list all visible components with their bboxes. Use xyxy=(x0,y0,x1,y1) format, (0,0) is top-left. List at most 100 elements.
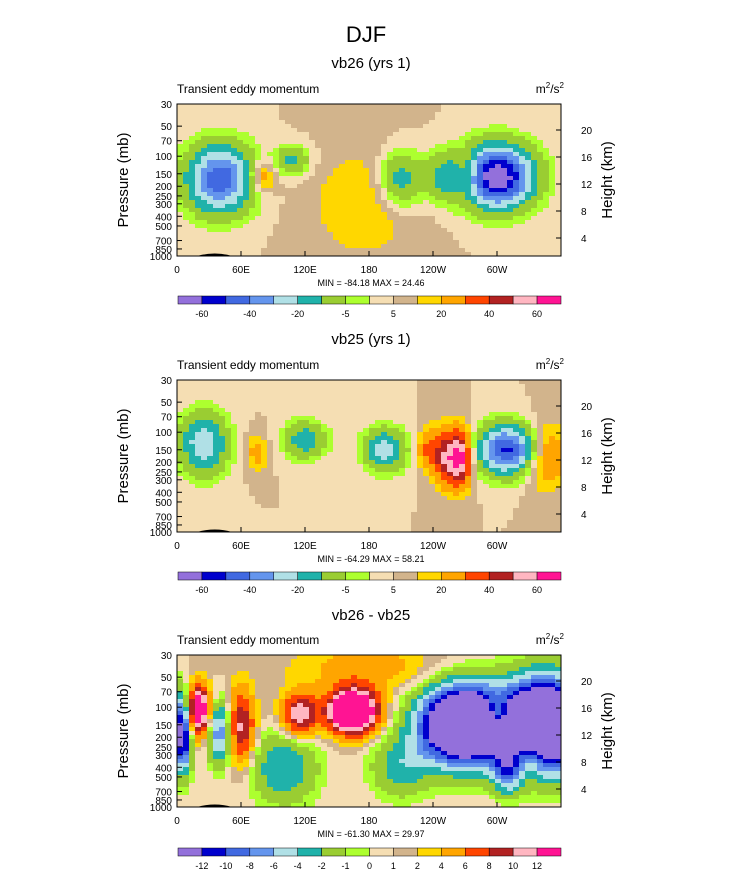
field-cell xyxy=(285,164,292,169)
field-cell xyxy=(543,176,550,181)
field-cell xyxy=(399,488,406,493)
field-cell xyxy=(435,164,442,169)
field-cell xyxy=(417,428,424,433)
field-cell xyxy=(399,144,406,149)
field-cell xyxy=(267,508,274,513)
field-cell xyxy=(375,484,382,489)
field-cell xyxy=(549,180,556,185)
field-cell xyxy=(507,136,514,141)
field-cell xyxy=(465,252,472,257)
field-cell xyxy=(525,244,532,249)
field-cell xyxy=(441,456,448,461)
field-cell xyxy=(189,112,196,117)
field-cell xyxy=(363,504,370,509)
field-cell xyxy=(411,416,418,421)
field-cell xyxy=(495,456,502,461)
field-cell xyxy=(471,232,478,237)
field-cell xyxy=(525,152,532,157)
field-cell xyxy=(453,104,460,109)
field-cell xyxy=(285,116,292,121)
field-cell xyxy=(399,516,406,521)
field-cell xyxy=(303,120,310,125)
field-cell xyxy=(375,388,382,393)
field-cell xyxy=(543,444,550,449)
field-cell xyxy=(477,184,484,189)
field-cell xyxy=(429,240,436,245)
field-cell xyxy=(369,400,376,405)
field-cell xyxy=(333,112,340,117)
field-cell xyxy=(471,500,478,505)
field-cell xyxy=(381,168,388,173)
field-cell xyxy=(309,248,316,253)
field-cell xyxy=(309,112,316,117)
y-tick-label: 300 xyxy=(155,476,172,487)
field-cell xyxy=(297,496,304,501)
field-cell xyxy=(363,204,370,209)
y-tick-label: 200 xyxy=(155,458,172,469)
field-cell xyxy=(327,400,334,405)
field-cell xyxy=(339,176,346,181)
field-cell xyxy=(405,252,412,257)
field-cell xyxy=(225,488,232,493)
field-cell xyxy=(309,192,316,197)
x-tick-label: 60W xyxy=(487,265,508,276)
field-cell xyxy=(273,112,280,117)
field-cell xyxy=(243,104,250,109)
field-cell xyxy=(513,504,520,509)
field-cell xyxy=(435,148,442,153)
field-cell xyxy=(201,404,208,409)
field-cell xyxy=(183,192,190,197)
field-cell xyxy=(489,236,496,241)
field-cell xyxy=(297,400,304,405)
field-cell xyxy=(225,104,232,109)
field-cell xyxy=(519,120,526,125)
field-cell xyxy=(189,408,196,413)
field-cell xyxy=(207,112,214,117)
field-cell xyxy=(429,476,436,481)
field-cell xyxy=(261,212,268,217)
field-cell xyxy=(207,224,214,229)
field-cell xyxy=(441,208,448,213)
field-cell xyxy=(177,484,184,489)
field-cell xyxy=(219,400,226,405)
field-cell xyxy=(279,528,286,533)
field-cell xyxy=(501,160,508,165)
field-cell xyxy=(327,384,334,389)
field-cell xyxy=(231,232,238,237)
field-cell xyxy=(417,416,424,421)
field-cell xyxy=(243,472,250,477)
field-cell xyxy=(213,440,220,445)
field-cell xyxy=(213,412,220,417)
field-cell xyxy=(495,204,502,209)
field-cell xyxy=(399,500,406,505)
field-cell xyxy=(243,464,250,469)
field-cell xyxy=(405,424,412,429)
field-cell xyxy=(321,412,328,417)
field-cell xyxy=(195,252,202,257)
field-cell xyxy=(423,152,430,157)
field-cell xyxy=(243,192,250,197)
field-cell xyxy=(207,424,214,429)
field-cell xyxy=(489,480,496,485)
field-cell xyxy=(555,188,562,193)
field-cell xyxy=(429,520,436,525)
field-cell xyxy=(543,184,550,189)
field-cell xyxy=(453,516,460,521)
field-cell xyxy=(339,252,346,257)
field-cell xyxy=(507,448,514,453)
field-cell xyxy=(303,236,310,241)
field-cell xyxy=(333,104,340,109)
field-cell xyxy=(465,480,472,485)
field-cell xyxy=(189,120,196,125)
field-cell xyxy=(405,480,412,485)
field-cell xyxy=(363,224,370,229)
field-cell xyxy=(285,148,292,153)
field-cell xyxy=(231,464,238,469)
field-cell xyxy=(267,448,274,453)
field-cell xyxy=(261,480,268,485)
field-cell xyxy=(435,392,442,397)
field-cell xyxy=(393,224,400,229)
field-cell xyxy=(315,216,322,221)
field-cell xyxy=(177,164,184,169)
field-cell xyxy=(303,524,310,529)
